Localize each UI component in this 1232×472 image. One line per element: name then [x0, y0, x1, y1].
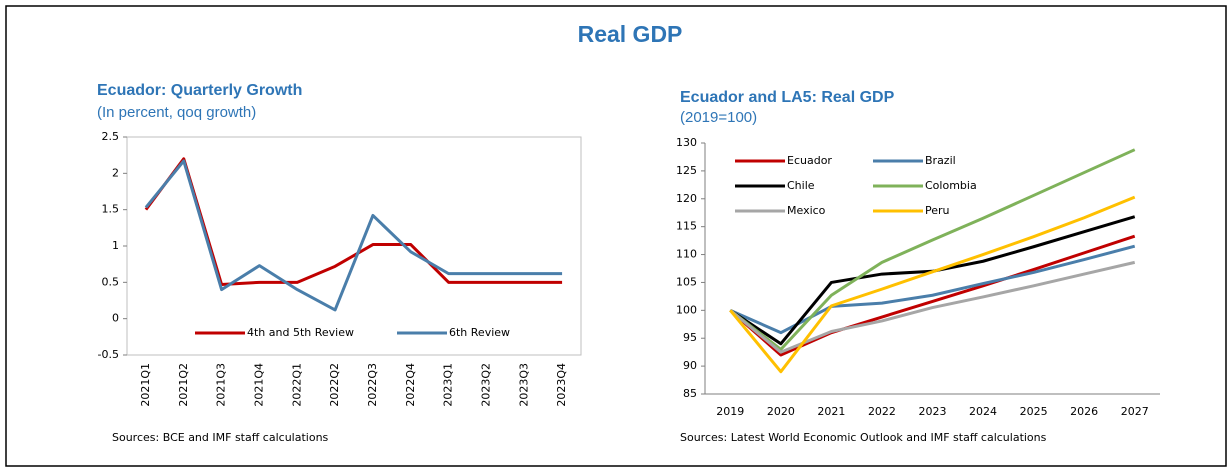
y-tick-label: 115 — [676, 220, 697, 233]
x-tick-label: 2021Q2 — [177, 363, 190, 407]
source-note: Sources: BCE and IMF staff calculations — [112, 431, 329, 444]
source-note: Sources: Latest World Economic Outlook a… — [680, 431, 1047, 444]
x-tick-label: 2022Q1 — [290, 363, 303, 407]
x-tick-label: 2023 — [919, 405, 947, 418]
legend-label: Peru — [925, 204, 950, 217]
x-tick-label: 2022 — [868, 405, 896, 418]
y-tick-label: 2 — [112, 166, 119, 179]
series-line — [729, 148, 1136, 351]
x-tick-label: 2023Q2 — [479, 363, 492, 407]
chart-subtitle: (In percent, qoq growth) — [97, 104, 256, 121]
y-tick-label: 85 — [683, 387, 697, 400]
series-line — [729, 244, 1136, 335]
x-tick-label: 2022Q4 — [404, 363, 417, 407]
series-line — [729, 195, 1136, 374]
x-tick-label: 2023Q1 — [442, 363, 455, 407]
x-tick-label: 2024 — [969, 405, 997, 418]
legend-label: Ecuador — [787, 154, 832, 167]
frame — [5, 5, 1227, 467]
y-tick-label: 0.5 — [102, 275, 120, 288]
legend-label: Chile — [787, 179, 815, 192]
legend-label: Colombia — [925, 179, 977, 192]
x-tick-label: 2023Q3 — [517, 363, 530, 407]
series-line — [144, 159, 563, 312]
y-tick-label: 1 — [112, 239, 119, 252]
x-tick-label: 2025 — [1020, 405, 1048, 418]
y-tick-label: 2.5 — [102, 130, 120, 143]
chart-subtitle: (2019=100) — [680, 109, 757, 126]
x-tick-label: 2020 — [767, 405, 795, 418]
plot-box — [126, 136, 582, 356]
x-tick-label: 2021Q3 — [215, 363, 228, 407]
y-tick-label: 1.5 — [102, 203, 120, 216]
x-tick-label: 2022Q2 — [328, 363, 341, 407]
x-tick-label: 2022Q3 — [366, 363, 379, 407]
y-tick-label: 125 — [676, 164, 697, 177]
x-tick-label: 2019 — [716, 405, 744, 418]
page-title: Real GDP — [578, 21, 683, 47]
chart-title: Ecuador and LA5: Real GDP — [680, 89, 895, 106]
x-tick-label: 2026 — [1070, 405, 1098, 418]
series-line — [729, 260, 1136, 354]
x-tick-label: 2021Q4 — [252, 363, 265, 407]
y-tick-label: -0.5 — [98, 348, 119, 361]
legend-label: 6th Review — [449, 326, 510, 339]
legend-label: Brazil — [925, 154, 956, 167]
y-tick-label: 90 — [683, 359, 697, 372]
y-tick-label: 0 — [112, 312, 119, 325]
legend-label: 4th and 5th Review — [247, 326, 354, 339]
chart-title: Ecuador: Quarterly Growth — [97, 82, 302, 99]
y-tick-label: 120 — [676, 192, 697, 205]
y-tick-label: 100 — [676, 303, 697, 316]
x-tick-label: 2023Q4 — [555, 363, 568, 407]
x-tick-label: 2021Q1 — [139, 363, 152, 407]
y-tick-label: 105 — [676, 275, 697, 288]
legend-label: Mexico — [787, 204, 826, 217]
x-tick-label: 2027 — [1121, 405, 1149, 418]
y-tick-label: 110 — [676, 248, 697, 261]
series-line — [729, 215, 1136, 346]
y-tick-label: 130 — [676, 136, 697, 149]
x-tick-label: 2021 — [817, 405, 845, 418]
y-tick-label: 95 — [683, 331, 697, 344]
